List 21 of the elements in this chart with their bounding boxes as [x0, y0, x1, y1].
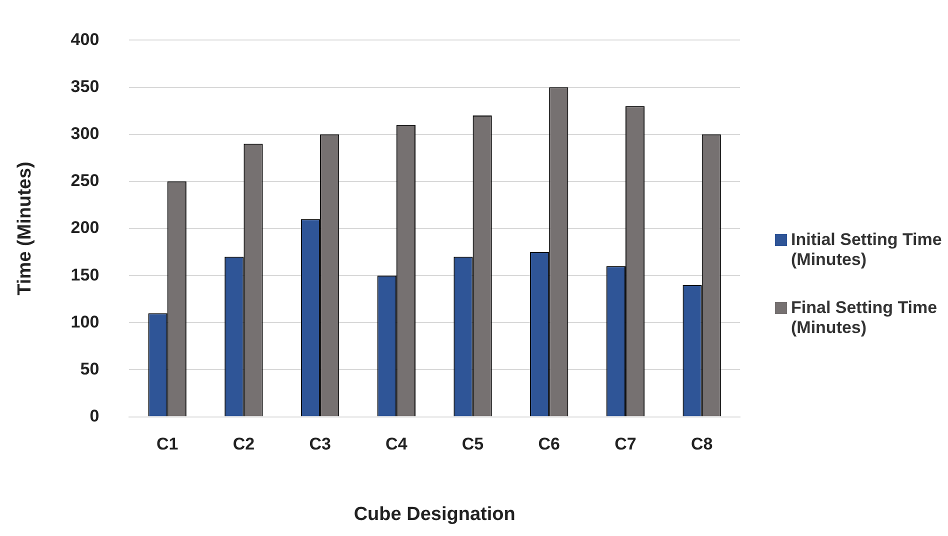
y-tick-label: 250: [70, 171, 100, 190]
x-tick-label: C7: [614, 434, 636, 454]
x-tick-label: C5: [462, 434, 484, 454]
legend-label: Initial Setting Time (Minutes): [791, 230, 943, 270]
y-axis-title: Time (Minutes): [14, 162, 36, 296]
y-tick-label: 0: [90, 406, 100, 426]
y-tick-label: 400: [70, 30, 100, 49]
legend-label: Final Setting Time (Minutes): [791, 298, 938, 338]
y-tick-label: 50: [80, 359, 100, 378]
y-tick-label: 300: [70, 124, 100, 144]
y-tick-label: 200: [70, 218, 100, 238]
x-tick-label: C4: [386, 434, 408, 454]
y-tick-label: 350: [70, 76, 100, 96]
x-tick-label: C1: [156, 434, 178, 454]
x-axis-title: Cube Designation: [354, 504, 516, 525]
x-tick-label: C8: [690, 434, 713, 454]
y-tick-label: 150: [70, 265, 100, 284]
x-tick-label: C2: [232, 434, 255, 454]
x-tick-label: C3: [309, 434, 331, 454]
x-tick-label: C6: [538, 434, 560, 454]
y-tick-label: 100: [70, 312, 100, 332]
